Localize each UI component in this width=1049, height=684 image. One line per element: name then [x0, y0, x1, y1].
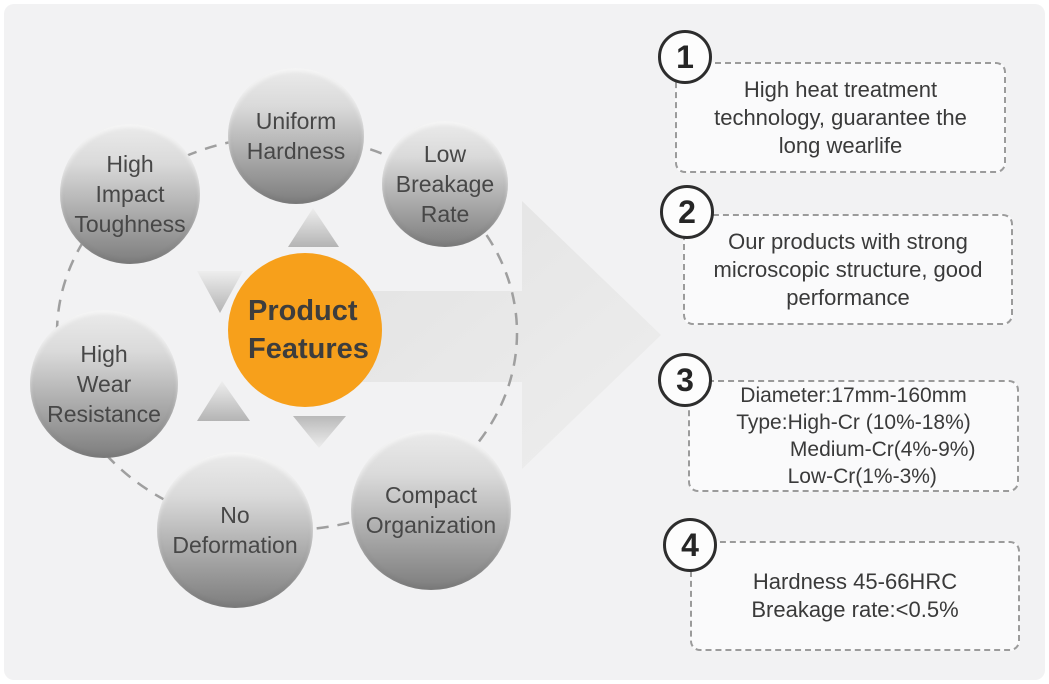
feature-label: Low Breakage Rate — [395, 141, 495, 227]
point-box-4: Hardness 45-66HRC Breakage rate:<0.5% — [690, 541, 1020, 651]
point-number-4: 4 — [663, 518, 717, 572]
point-box-2: Our products with strong microscopic str… — [683, 214, 1013, 325]
point-box-1: High heat treatment technology, guarante… — [675, 62, 1006, 173]
feature-label: High Impact Toughness — [74, 151, 186, 237]
feature-sphere-low-breakage-rate: Low Breakage Rate — [382, 121, 508, 247]
point-number-3: 3 — [658, 353, 712, 407]
point-number-label: 3 — [676, 361, 694, 398]
feature-label: High Wear Resistance — [47, 341, 161, 427]
point-number-label: 2 — [678, 193, 696, 230]
feature-sphere-high-impact-toughness: High Impact Toughness — [60, 124, 200, 264]
right-arrow-icon — [333, 201, 661, 469]
point-number-label: 4 — [681, 526, 699, 563]
dashed-ellipse-connector — [55, 134, 519, 532]
up-triangle-icon — [288, 208, 339, 247]
feature-sphere-high-wear-resistance: High Wear Resistance — [30, 310, 178, 458]
point-box-3: Diameter:17mm-160mm Type:High-Cr (10%-18… — [688, 380, 1019, 492]
point-number-1: 1 — [658, 30, 712, 84]
center-title-circle: Product Features — [228, 253, 382, 407]
point-number-2: 2 — [660, 185, 714, 239]
point-text: Diameter:17mm-160mm Type:High-Cr (10%-18… — [736, 384, 976, 488]
up-triangle-icon — [197, 381, 250, 421]
down-triangle-icon — [293, 416, 346, 448]
down-triangle-icon — [197, 271, 243, 313]
feature-label: No Deformation — [172, 502, 298, 558]
feature-sphere-uniform-hardness: Uniform Hardness — [228, 68, 364, 204]
feature-label: Compact Organization — [365, 482, 497, 538]
feature-sphere-no-deformation: No Deformation — [157, 452, 313, 608]
point-text: Hardness 45-66HRC Breakage rate:<0.5% — [751, 569, 959, 622]
point-text: Our products with strong microscopic str… — [713, 228, 983, 310]
center-title: Product Features — [248, 295, 369, 365]
point-text: High heat treatment technology, guarante… — [714, 76, 967, 158]
feature-sphere-compact-organization: Compact Organization — [351, 430, 511, 590]
feature-label: Uniform Hardness — [246, 108, 346, 164]
point-number-label: 1 — [676, 38, 694, 75]
